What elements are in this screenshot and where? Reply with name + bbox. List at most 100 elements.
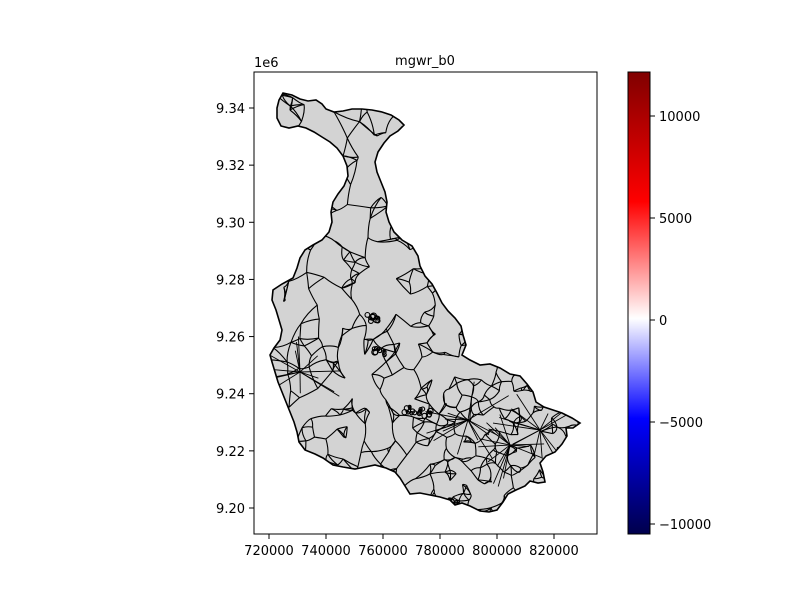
district-edge — [418, 226, 428, 229]
district-edge — [280, 192, 294, 207]
district-edge — [469, 407, 472, 422]
district-edge — [453, 178, 472, 187]
district-edge — [540, 316, 554, 326]
district-edge — [493, 210, 503, 215]
district-edge — [452, 230, 470, 235]
district-edge — [540, 351, 547, 355]
district-edge — [294, 350, 301, 373]
district-edge — [337, 336, 343, 348]
colorbar-tick-label: −10000 — [659, 518, 711, 533]
district-edge — [510, 475, 514, 488]
district-edge — [568, 301, 574, 319]
district-edge — [432, 351, 446, 354]
district-edge — [320, 195, 324, 210]
district-edge — [469, 336, 476, 341]
district-edge — [570, 492, 580, 505]
district-edge — [301, 158, 306, 171]
district-edge — [370, 312, 377, 320]
district-edge — [296, 505, 309, 512]
district-edge — [415, 437, 430, 443]
district-edge — [323, 276, 342, 289]
district-edge — [435, 431, 448, 438]
district-edge — [277, 205, 282, 212]
district-edge — [566, 478, 573, 483]
district-edge — [574, 238, 580, 263]
district-edge — [572, 373, 580, 384]
district-edge — [563, 317, 570, 325]
district-edge — [341, 246, 345, 261]
district-edge — [475, 455, 487, 459]
district-edge — [288, 397, 300, 408]
district-edge — [509, 421, 541, 431]
district-edge — [370, 451, 381, 465]
district-edge — [401, 409, 408, 416]
district-edge — [426, 265, 438, 268]
district-edge — [325, 414, 340, 417]
district-edge — [313, 162, 317, 170]
district-edge — [301, 418, 311, 429]
district-edge — [461, 461, 472, 472]
district-edge — [355, 408, 367, 414]
district-edge — [544, 503, 547, 512]
district-edge — [510, 464, 521, 469]
district-edge — [391, 367, 405, 376]
district-edge — [437, 509, 441, 512]
district-edge — [385, 116, 394, 133]
district-edge — [483, 385, 492, 396]
district-edge — [533, 287, 545, 299]
district-edge — [383, 472, 392, 475]
district-edge — [275, 170, 288, 183]
district-edge — [281, 95, 291, 107]
district-edge — [369, 207, 372, 219]
district-edge — [406, 441, 417, 456]
district-edge — [509, 362, 516, 376]
y-offset-label: 1e6 — [254, 56, 279, 71]
district-edge — [408, 498, 422, 507]
district-edge — [429, 502, 441, 510]
district-edge — [274, 406, 290, 410]
district-edge — [341, 278, 352, 289]
district-edge — [472, 118, 493, 129]
district-edge — [456, 510, 469, 512]
district-edge — [515, 293, 537, 305]
district-edge — [418, 343, 434, 353]
district-edge — [570, 396, 580, 400]
district-edge — [375, 318, 381, 324]
district-edge — [489, 256, 492, 264]
district-edge — [511, 408, 541, 431]
district-edge — [334, 486, 341, 504]
district-edge — [334, 486, 354, 490]
district-edge — [452, 270, 457, 285]
district-edge — [385, 351, 396, 363]
district-edge — [546, 477, 550, 487]
district-edge — [550, 384, 555, 399]
district-edge — [296, 176, 302, 189]
district-edge — [496, 180, 512, 190]
district-edge — [428, 410, 433, 415]
district-edge — [443, 118, 453, 124]
district-edge — [390, 98, 410, 109]
district-edge — [474, 443, 477, 456]
district-edge — [367, 318, 374, 324]
district-edge — [439, 172, 455, 180]
district-edge — [578, 93, 580, 103]
district-edge — [313, 217, 324, 221]
district-edge — [337, 458, 344, 466]
district-edge — [433, 172, 441, 179]
district-edge — [275, 505, 290, 508]
district-edge — [488, 428, 511, 446]
district-edge — [433, 419, 469, 441]
district-edge — [541, 430, 553, 435]
district-edge — [505, 503, 510, 512]
district-edge — [347, 203, 371, 209]
district-edge — [346, 137, 359, 158]
district-edge — [270, 353, 301, 373]
district-edge — [541, 426, 557, 432]
district-edge — [438, 132, 446, 136]
district-edge — [316, 503, 329, 508]
district-edge — [444, 471, 457, 475]
district-edge — [395, 440, 408, 456]
district-edge — [317, 370, 334, 389]
district-edge — [326, 155, 344, 158]
